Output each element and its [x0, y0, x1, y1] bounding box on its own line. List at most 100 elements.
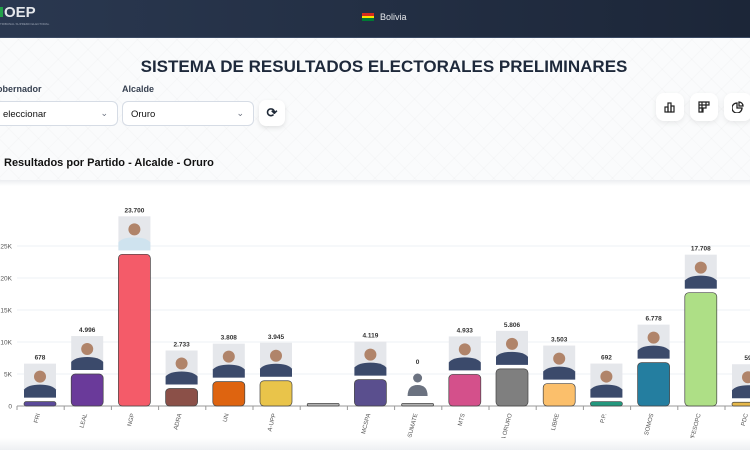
value-label: 2.733	[173, 342, 190, 349]
x-tick-label: NGP	[127, 413, 136, 427]
value-label: 59	[744, 355, 750, 362]
value-label: 0	[416, 359, 420, 366]
bar-PDC	[731, 401, 750, 407]
results-bar-chart: 0 5K 10K 15K 20K 25K 678 FRI 4.996 LEAL 23.700 NGP 2…	[0, 207, 750, 440]
gobernador-select[interactable]: eleccionar ⌄	[0, 101, 118, 126]
bar-unlabeled	[306, 403, 340, 407]
refresh-icon: ⟳	[266, 105, 278, 120]
table-view-button[interactable]	[690, 93, 718, 121]
candidate-shirt	[684, 275, 717, 289]
divider	[0, 180, 750, 186]
value-label: 4.933	[457, 327, 474, 334]
bar-P.P.	[590, 401, 623, 407]
bar-SOMOS	[637, 362, 670, 407]
candidate-shirt	[732, 385, 750, 399]
x-tick-label: MTS	[458, 413, 467, 427]
candidate-shirt	[543, 366, 576, 380]
value-label: 3.808	[221, 335, 238, 342]
x-tick-label: MCSPA	[361, 413, 372, 435]
candidate-shirt	[354, 362, 387, 376]
candidate-shirt	[24, 384, 56, 398]
candidate-face	[81, 343, 94, 356]
top-header: OEP TRIBUNAL SUPREMO ELECTORAL Bolivia	[0, 0, 750, 38]
x-tick-label: PDC	[741, 412, 750, 426]
y-tick-label: 5K	[4, 372, 13, 379]
candidate-face	[222, 350, 235, 363]
bar-PATRIA ORURO	[495, 368, 529, 407]
bolivia-flag-icon	[362, 13, 374, 22]
bottom-fade	[0, 438, 750, 450]
chevron-down-icon: ⌄	[100, 108, 108, 118]
x-tick-label: SOMOS	[644, 413, 656, 436]
bar-FRI	[23, 401, 57, 407]
candidate-shirt	[260, 363, 292, 377]
candidate-shirt	[637, 345, 670, 359]
x-tick-label: UN	[223, 413, 231, 423]
value-label: 4.996	[79, 327, 96, 334]
value-label: 17.708	[691, 246, 711, 253]
x-tick-label: ADRA	[173, 413, 183, 431]
value-label: 5.806	[504, 322, 521, 329]
oep-logo[interactable]: OEP TRIBUNAL SUPREMO ELECTORAL	[0, 4, 50, 26]
candidate-shirt	[165, 371, 198, 385]
refresh-button[interactable]: ⟳	[259, 100, 285, 126]
candidate-face	[128, 223, 141, 236]
y-tick-label: 10K	[0, 340, 12, 347]
y-tick-label: 15K	[0, 308, 12, 315]
value-label: 3.945	[268, 334, 285, 341]
candidate-face	[600, 370, 613, 383]
candidate-shirt	[590, 384, 623, 398]
candidate-face	[742, 371, 750, 384]
page-title: SISTEMA DE RESULTADOS ELECTORALES PRELIM…	[140, 57, 628, 76]
bar-A-UPP	[259, 380, 293, 407]
x-tick-label: A-UPP	[267, 413, 278, 432]
alcalde-value: Oruro	[131, 109, 156, 120]
x-tick-label: LEAL	[80, 412, 90, 428]
table-grid-icon	[698, 101, 710, 113]
bar-MCSPA	[354, 379, 387, 407]
y-tick-label: 20K	[0, 276, 12, 283]
person-placeholder-icon	[407, 385, 428, 396]
bar-LIBRE	[542, 383, 576, 407]
bar-LEAL	[70, 373, 104, 407]
bar-NGP	[118, 253, 151, 407]
candidate-face	[553, 352, 566, 365]
candidate-shirt	[496, 351, 528, 365]
value-label: 692	[601, 355, 612, 362]
bar-UN	[212, 381, 246, 407]
person-placeholder-icon	[413, 373, 423, 383]
candidate-shirt	[71, 357, 104, 371]
y-tick-label: 25K	[0, 244, 12, 251]
x-tick-label: PATRIA ORURO	[497, 413, 514, 440]
country-indicator[interactable]: Bolivia	[362, 12, 407, 22]
candidate-shirt	[212, 364, 245, 378]
value-label: 23.700	[124, 207, 144, 214]
x-tick-label: SASOL/FESOPC	[685, 412, 703, 440]
chevron-down-icon: ⌄	[236, 108, 244, 118]
bar-chart-view-button[interactable]	[656, 93, 684, 121]
x-tick-label: APR-SUMATE	[404, 413, 420, 440]
bar-APR-SUMATE	[401, 403, 434, 407]
filter-panel	[0, 38, 750, 180]
pie-chart-view-button[interactable]	[724, 93, 750, 121]
y-tick-label: 0	[8, 404, 12, 411]
gobernador-label: obernador	[0, 84, 42, 94]
alcalde-label: Alcalde	[122, 84, 155, 94]
candidate-face	[270, 349, 282, 362]
value-label: 3.503	[551, 337, 568, 344]
section-title: Resultados por Partido - Alcalde - Oruro	[4, 157, 214, 169]
x-tick-label: FRI	[34, 413, 42, 424]
alcalde-select[interactable]: Oruro ⌄	[122, 101, 254, 126]
candidate-face	[364, 348, 377, 361]
value-label: 4.119	[362, 333, 378, 340]
country-label: Bolivia	[380, 12, 407, 22]
candidate-face	[647, 331, 660, 344]
candidate-face	[175, 357, 188, 370]
candidate-face	[34, 370, 46, 383]
value-label: 678	[35, 355, 46, 362]
bar-chart-icon	[664, 102, 675, 113]
candidate-face	[694, 261, 707, 274]
candidate-face	[458, 343, 471, 356]
bar-MTS	[448, 374, 482, 407]
candidate-face	[506, 337, 518, 350]
